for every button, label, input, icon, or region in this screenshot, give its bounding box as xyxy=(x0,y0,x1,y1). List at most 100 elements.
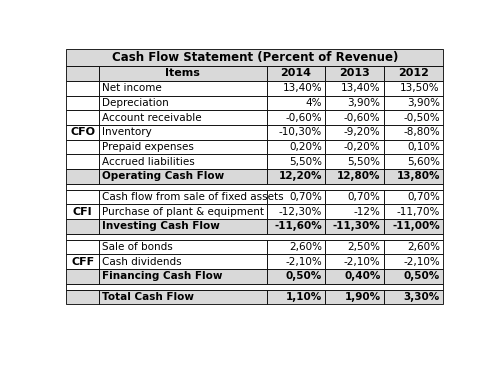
Bar xyxy=(384,255,443,269)
Text: 0,20%: 0,20% xyxy=(289,142,322,152)
Text: -8,80%: -8,80% xyxy=(403,127,440,137)
Text: Investing Cash Flow: Investing Cash Flow xyxy=(102,221,220,231)
Bar xyxy=(67,184,443,190)
Bar xyxy=(384,169,443,184)
Bar xyxy=(325,169,384,184)
Bar xyxy=(99,219,267,234)
Bar xyxy=(99,81,267,96)
Text: -10,30%: -10,30% xyxy=(279,127,322,137)
Bar xyxy=(67,49,443,66)
Bar xyxy=(67,190,99,204)
Bar xyxy=(67,110,99,125)
Text: Sale of bonds: Sale of bonds xyxy=(102,242,172,252)
Text: 13,40%: 13,40% xyxy=(282,83,322,93)
Bar xyxy=(99,66,267,81)
Bar xyxy=(67,269,99,283)
Bar xyxy=(67,66,99,81)
Text: -12,30%: -12,30% xyxy=(279,207,322,217)
Text: 0,50%: 0,50% xyxy=(404,271,440,281)
Bar xyxy=(67,140,99,154)
Text: 13,50%: 13,50% xyxy=(400,83,440,93)
Bar xyxy=(267,81,325,96)
Bar xyxy=(384,290,443,304)
Text: Cash dividends: Cash dividends xyxy=(102,257,181,267)
Bar xyxy=(67,81,99,96)
Bar xyxy=(325,190,384,204)
Text: 1,90%: 1,90% xyxy=(344,292,381,302)
Bar xyxy=(99,140,267,154)
Bar xyxy=(384,96,443,110)
Text: 0,40%: 0,40% xyxy=(344,271,381,281)
Bar xyxy=(67,154,99,169)
Text: Depreciation: Depreciation xyxy=(102,98,168,108)
Bar xyxy=(325,240,384,255)
Bar xyxy=(384,110,443,125)
Bar xyxy=(99,204,267,219)
Text: Prepaid expenses: Prepaid expenses xyxy=(102,142,194,152)
Bar xyxy=(67,125,99,140)
Text: CFI: CFI xyxy=(73,207,92,217)
Bar xyxy=(325,204,384,219)
Text: -2,10%: -2,10% xyxy=(403,257,440,267)
Text: -11,30%: -11,30% xyxy=(333,221,381,231)
Bar xyxy=(99,190,267,204)
Bar xyxy=(267,219,325,234)
Bar xyxy=(325,140,384,154)
Text: Cash Flow Statement (Percent of Revenue): Cash Flow Statement (Percent of Revenue) xyxy=(111,51,398,64)
Bar xyxy=(67,204,99,219)
Text: Account receivable: Account receivable xyxy=(102,113,201,123)
Bar xyxy=(67,290,99,304)
Bar xyxy=(99,96,267,110)
Text: 3,30%: 3,30% xyxy=(404,292,440,302)
Text: Total Cash Flow: Total Cash Flow xyxy=(102,292,194,302)
Bar xyxy=(325,290,384,304)
Bar xyxy=(384,219,443,234)
Bar xyxy=(325,219,384,234)
Text: -0,20%: -0,20% xyxy=(344,142,381,152)
Bar xyxy=(267,290,325,304)
Bar xyxy=(384,154,443,169)
Bar xyxy=(325,269,384,283)
Text: Items: Items xyxy=(166,69,200,78)
Bar xyxy=(67,283,443,290)
Bar xyxy=(99,169,267,184)
Text: 2014: 2014 xyxy=(280,69,312,78)
Bar xyxy=(325,96,384,110)
Bar xyxy=(267,110,325,125)
Text: 3,90%: 3,90% xyxy=(407,98,440,108)
Text: Net income: Net income xyxy=(102,83,162,93)
Bar xyxy=(267,240,325,255)
Bar xyxy=(67,169,99,184)
Bar xyxy=(384,66,443,81)
Text: CFF: CFF xyxy=(71,257,94,267)
Bar xyxy=(325,81,384,96)
Bar xyxy=(99,240,267,255)
Bar xyxy=(267,154,325,169)
Text: 0,50%: 0,50% xyxy=(286,271,322,281)
Text: 5,60%: 5,60% xyxy=(407,157,440,166)
Bar xyxy=(67,234,443,240)
Text: -11,70%: -11,70% xyxy=(397,207,440,217)
Bar xyxy=(267,140,325,154)
Text: 0,70%: 0,70% xyxy=(348,192,381,202)
Text: -12%: -12% xyxy=(354,207,381,217)
Text: 12,20%: 12,20% xyxy=(279,171,322,181)
Bar xyxy=(325,110,384,125)
Bar xyxy=(384,140,443,154)
Text: CFO: CFO xyxy=(70,127,95,137)
Text: 1,10%: 1,10% xyxy=(286,292,322,302)
Bar xyxy=(267,204,325,219)
Text: Inventory: Inventory xyxy=(102,127,152,137)
Text: -0,50%: -0,50% xyxy=(403,113,440,123)
Text: -0,60%: -0,60% xyxy=(344,113,381,123)
Bar xyxy=(267,169,325,184)
Text: 2012: 2012 xyxy=(398,69,429,78)
Bar xyxy=(267,255,325,269)
Bar xyxy=(384,125,443,140)
Text: 13,40%: 13,40% xyxy=(341,83,381,93)
Bar xyxy=(99,269,267,283)
Text: Operating Cash Flow: Operating Cash Flow xyxy=(102,171,224,181)
Bar xyxy=(267,66,325,81)
Text: 2,50%: 2,50% xyxy=(347,242,381,252)
Text: -9,20%: -9,20% xyxy=(344,127,381,137)
